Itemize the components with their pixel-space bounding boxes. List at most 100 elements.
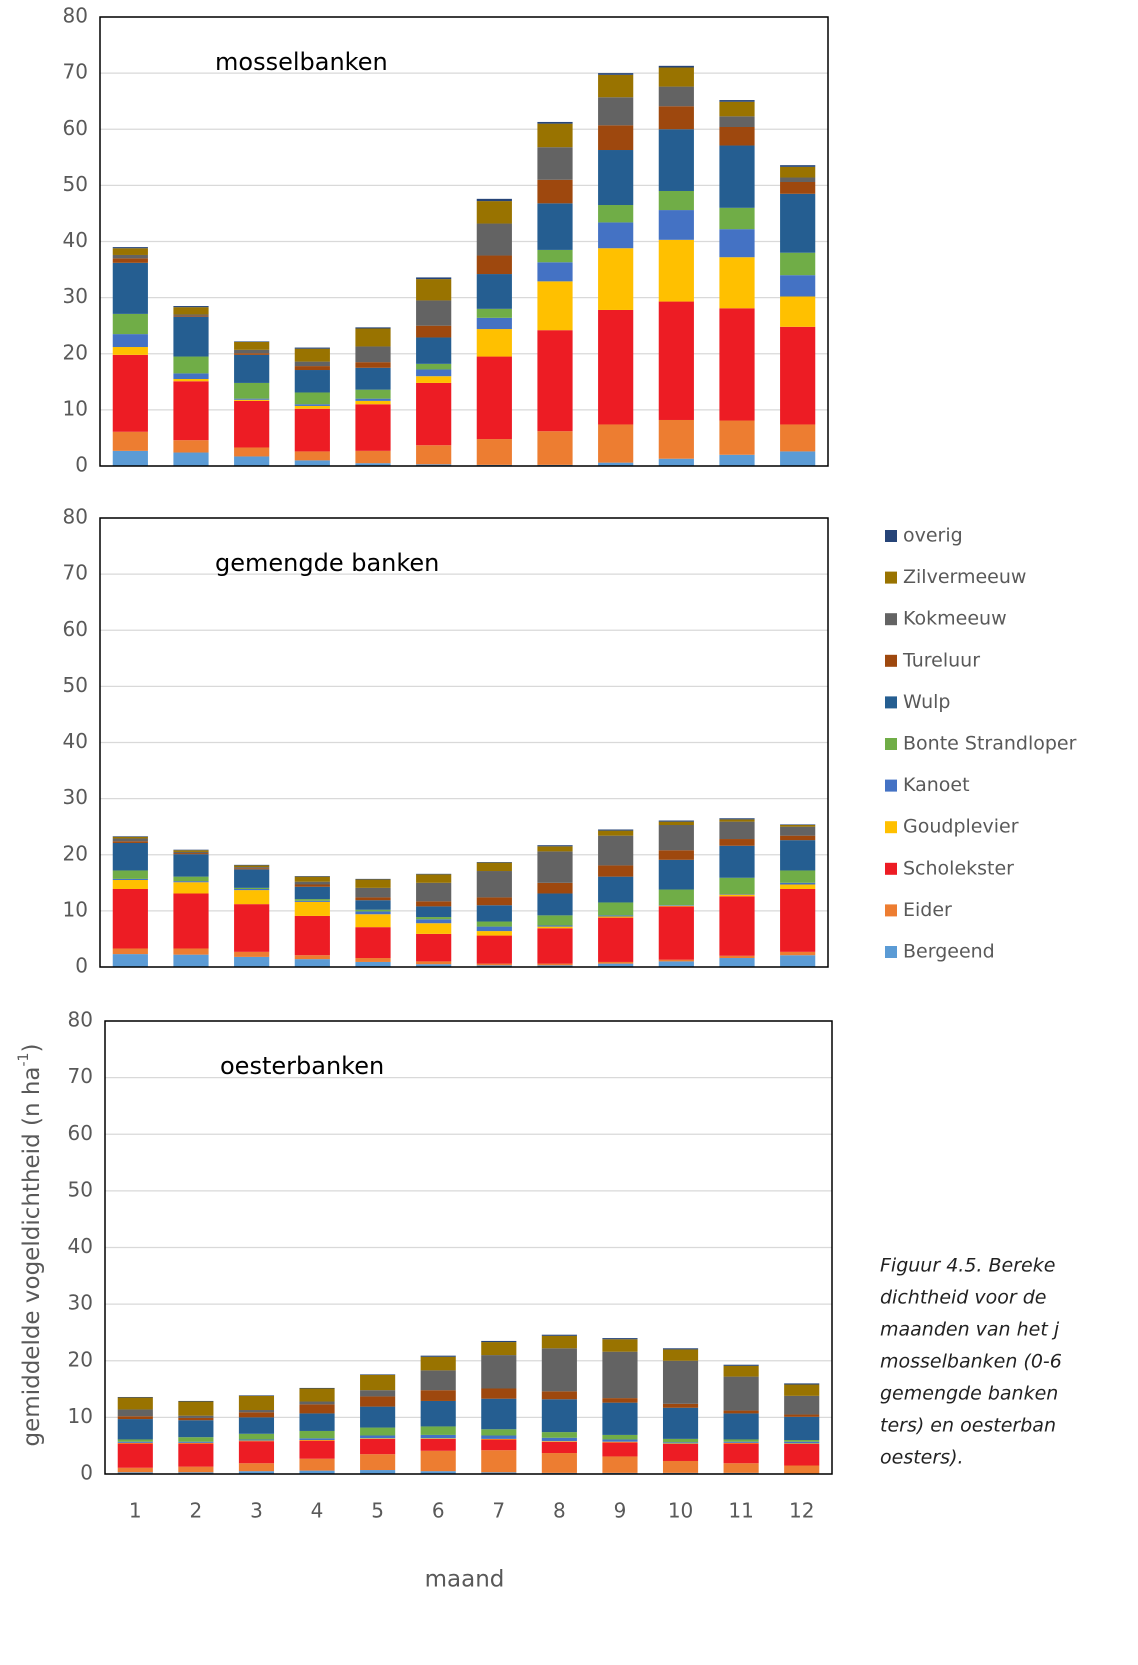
bar-segment	[173, 306, 209, 308]
bar-segment	[481, 1472, 517, 1474]
bar-segment	[719, 955, 755, 959]
y-tick-label: 70	[63, 60, 88, 84]
bar-segment	[112, 247, 148, 249]
bar-segment	[112, 878, 148, 881]
x-tick-label: 5	[371, 1499, 384, 1523]
x-tick-label: 4	[311, 1499, 324, 1523]
bar-segment	[238, 1417, 275, 1434]
bar-segment	[537, 262, 573, 282]
bar-segment	[420, 1450, 456, 1472]
bar-segment	[420, 1434, 456, 1439]
bar-segment	[662, 1360, 699, 1404]
bar-segment	[112, 313, 148, 335]
bar-segment	[662, 1443, 699, 1461]
bar-segment	[173, 893, 209, 949]
bar-segment	[173, 381, 209, 441]
bar-segment	[416, 873, 452, 875]
bar-segment	[537, 851, 573, 883]
bar-segment	[723, 1443, 759, 1464]
bar-segment	[420, 1355, 456, 1357]
bar-segment	[117, 1419, 153, 1440]
bar-segment	[602, 1434, 638, 1440]
bar-segment	[658, 301, 694, 420]
bar-segment	[537, 330, 573, 432]
y-tick-label: 50	[68, 1177, 93, 1201]
bar-segment	[719, 821, 755, 840]
legend-swatch	[885, 946, 897, 958]
bar-segment	[662, 1407, 699, 1439]
bar-segment	[299, 1430, 335, 1439]
bar-segment	[541, 1399, 577, 1433]
bar-segment	[234, 956, 270, 967]
y-tick-label: 30	[63, 785, 88, 809]
bar-segment	[784, 1395, 820, 1415]
bar-segment	[234, 456, 270, 466]
bar-segment	[719, 877, 755, 895]
bar-segment	[360, 1438, 396, 1455]
bar-segment	[294, 392, 330, 405]
bar-segment	[719, 894, 755, 895]
bar-segment	[117, 1396, 153, 1398]
bar-segment	[294, 404, 330, 406]
bar-segment	[234, 869, 270, 888]
bar-segment	[294, 408, 330, 452]
bar-segment	[780, 177, 816, 183]
bar-segment	[602, 1402, 638, 1435]
bar-segment	[658, 239, 694, 302]
bar-segment	[602, 1441, 638, 1443]
bar-segment	[658, 458, 694, 466]
bar-segment	[234, 398, 270, 400]
bar-segment	[294, 348, 330, 362]
bar-segment	[299, 1440, 335, 1459]
bar-segment	[537, 281, 573, 331]
x-tick-label: 3	[250, 1499, 263, 1523]
bar-segment	[780, 840, 816, 871]
bar-segment	[658, 129, 694, 191]
bar-segment	[299, 1440, 335, 1441]
bar-segment	[299, 1413, 335, 1431]
bar-segment	[173, 356, 209, 374]
legend-swatch	[885, 571, 897, 584]
x-tick-label: 11	[728, 1499, 753, 1523]
bar-segment	[360, 1396, 396, 1407]
bar-segment	[719, 845, 755, 878]
bar-segment	[416, 919, 452, 924]
legend-swatch	[885, 654, 897, 667]
bar-segment	[355, 328, 391, 347]
bar-segment	[294, 901, 330, 916]
bar-segment	[476, 317, 512, 330]
plot-border	[99, 16, 829, 467]
bar-segment	[355, 346, 391, 363]
bar-segment	[780, 825, 816, 827]
bar-segment	[481, 1438, 517, 1440]
legend-swatch	[885, 530, 897, 542]
bar-segment	[234, 354, 270, 383]
caption-line: oesters).	[880, 1447, 964, 1469]
bar-segment	[355, 450, 391, 464]
bar-segment	[537, 845, 573, 847]
bar-segment	[234, 887, 270, 889]
bar-segment	[602, 1398, 638, 1403]
bar-segment	[658, 889, 694, 906]
legend-label: Scholekster	[903, 857, 1014, 879]
bar-segment	[294, 881, 330, 885]
bar-segment	[723, 1439, 759, 1442]
bar-segment	[780, 888, 816, 952]
bar-segment	[481, 1355, 517, 1389]
bar-segment	[112, 888, 148, 949]
bar-segment	[602, 1439, 638, 1442]
bar-segment	[719, 308, 755, 421]
bar-segment	[598, 835, 634, 866]
bar-segment	[598, 74, 634, 98]
bar-segment	[355, 878, 391, 880]
bar-segment	[294, 899, 330, 901]
bar-segment	[416, 325, 452, 338]
bar-segment	[784, 1465, 820, 1474]
bar-segment	[602, 1339, 638, 1352]
x-axis-label: maand	[425, 1567, 505, 1593]
legend-swatch	[885, 613, 897, 626]
caption-line: Figuur 4.5. Bereke	[880, 1255, 1055, 1277]
bar-segment	[719, 818, 755, 820]
bar-segment	[173, 314, 209, 316]
x-tick-label: 10	[668, 1499, 693, 1523]
